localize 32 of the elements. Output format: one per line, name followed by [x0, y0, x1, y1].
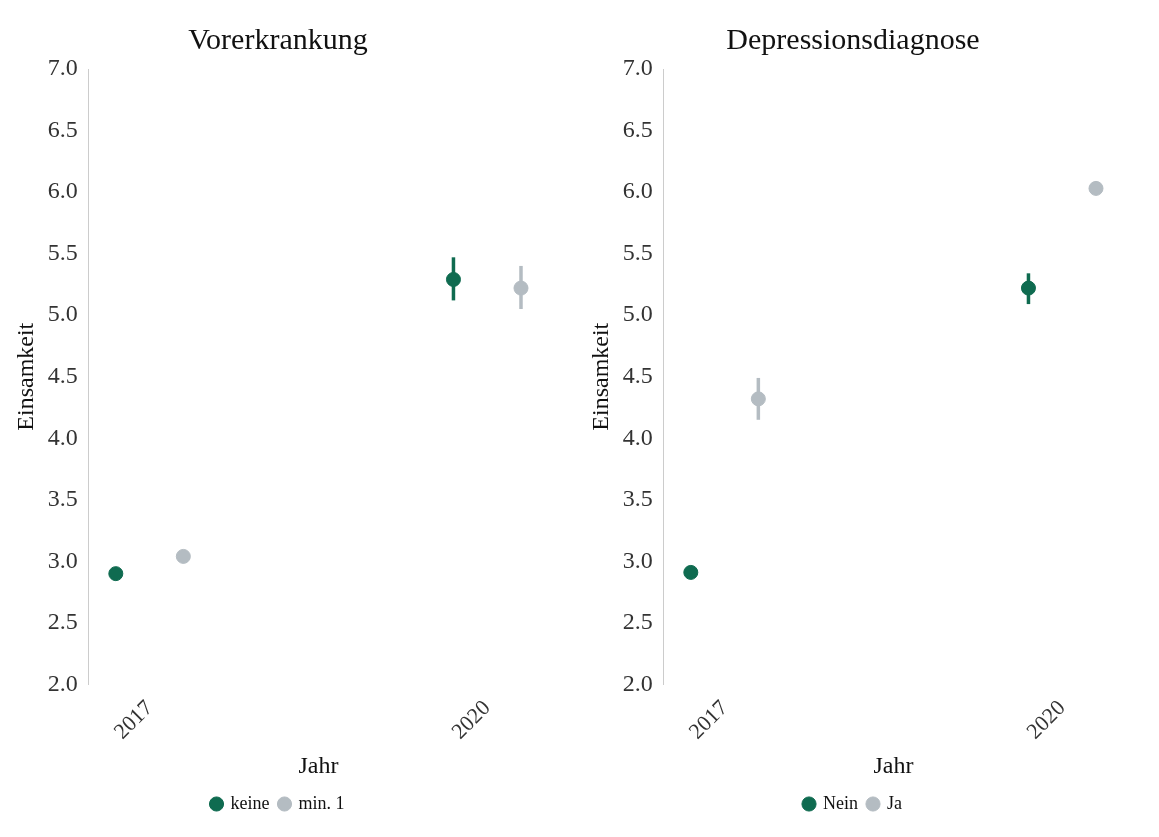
legend-label: Ja — [887, 792, 902, 813]
y-tick-label: 7.0 — [622, 54, 653, 81]
y-tick-label: 7.0 — [47, 54, 78, 81]
y-tick-label: 6.5 — [47, 115, 78, 142]
y-tick-label: 5.5 — [622, 238, 653, 265]
y-tick-label: 3.0 — [47, 546, 78, 573]
chart-title: Depressionsdiagnose — [726, 21, 980, 55]
y-tick-label: 4.5 — [622, 362, 653, 389]
y-tick-label: 2.5 — [622, 608, 653, 635]
chart-title: Vorerkrankung — [188, 21, 368, 55]
y-tick-label: 6.0 — [47, 177, 78, 204]
y-tick-label: 3.5 — [622, 485, 653, 512]
y-tick-label: 4.0 — [622, 423, 653, 450]
legend-label: keine — [230, 792, 270, 813]
x-axis-title: Jahr — [873, 751, 914, 778]
y-axis-title: Einsamkeit — [11, 322, 38, 431]
y-tick-label: 3.5 — [47, 485, 78, 512]
y-axis-title: Einsamkeit — [586, 322, 613, 431]
y-tick-label: 4.0 — [47, 423, 78, 450]
legend-label: min. 1 — [298, 792, 345, 813]
y-tick-label: 5.0 — [47, 300, 78, 327]
x-axis-title: Jahr — [298, 751, 339, 778]
y-tick-label: 5.0 — [622, 300, 653, 327]
y-tick-label: 3.0 — [622, 546, 653, 573]
y-tick-label: 4.5 — [47, 362, 78, 389]
y-tick-label: 5.5 — [47, 238, 78, 265]
y-tick-label: 6.5 — [622, 115, 653, 142]
y-tick-label: 6.0 — [622, 177, 653, 204]
legend-label: Nein — [823, 792, 859, 813]
y-tick-label: 2.5 — [47, 608, 78, 635]
y-tick-label: 2.0 — [622, 669, 653, 696]
y-tick-label: 2.0 — [47, 669, 78, 696]
